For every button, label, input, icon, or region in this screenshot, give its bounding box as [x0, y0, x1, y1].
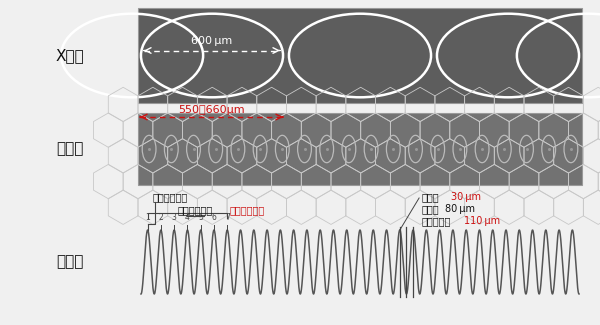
Text: 80 μm: 80 μm: [445, 204, 475, 214]
Text: 550～660μm: 550～660μm: [178, 105, 245, 115]
Text: 7: 7: [225, 213, 230, 222]
Text: 組　组: 組 组: [56, 254, 83, 269]
Text: 6: 6: [212, 213, 217, 222]
Text: 内視鏡: 内視鏡: [56, 141, 83, 157]
Text: 腪窜間距離: 腪窜間距離: [421, 216, 451, 226]
Bar: [138, 113, 582, 185]
Text: 微細な胃小溝: 微細な胃小溝: [153, 192, 188, 202]
Text: 4: 4: [185, 213, 190, 222]
Text: 110 μm: 110 μm: [464, 216, 500, 226]
Text: 5: 5: [198, 213, 203, 222]
Text: 600 μm: 600 μm: [191, 36, 233, 46]
Text: 窜間部: 窜間部: [421, 204, 439, 214]
Text: 微細な胃小区: 微細な胃小区: [178, 205, 213, 215]
Text: 2: 2: [158, 213, 163, 222]
Text: 腪窜５～６個: 腪窜５～６個: [230, 205, 265, 215]
Text: 30 μm: 30 μm: [451, 192, 481, 202]
Text: 1: 1: [145, 213, 150, 222]
Text: 3: 3: [172, 213, 176, 222]
Bar: [138, 8, 582, 103]
Text: 胃腪窜: 胃腪窜: [421, 192, 439, 202]
Text: X　線: X 線: [56, 48, 85, 63]
